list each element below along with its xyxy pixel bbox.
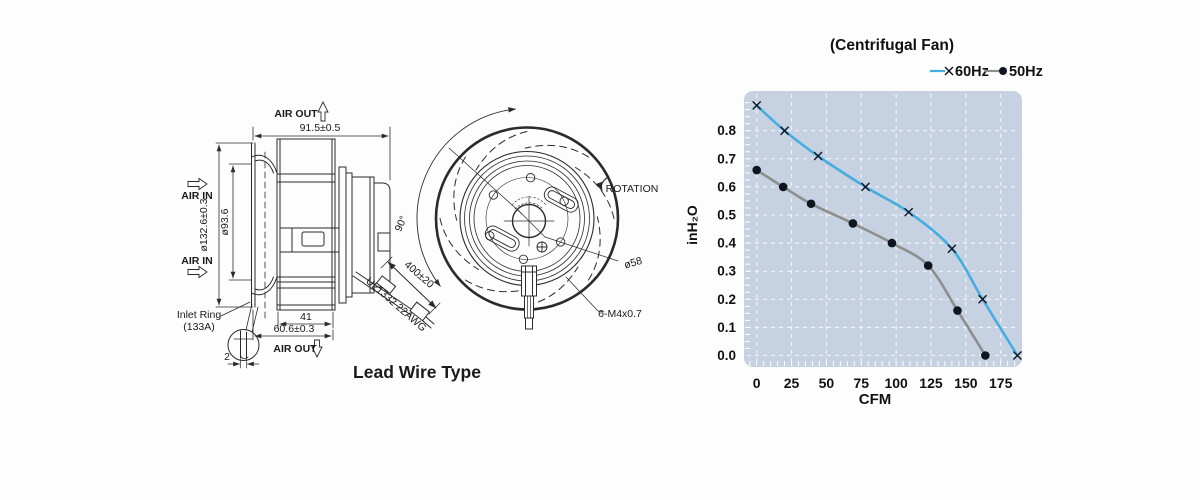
drawing-caption: Lead Wire Type (353, 362, 481, 382)
side-view (187, 100, 441, 369)
chart-marker-60Hz (1012, 351, 1022, 360)
dim-outer-diameter-label: ø132.6±0.3 (198, 198, 210, 251)
legend-marker-50Hz (999, 67, 1007, 75)
dim-housing-depth-label: 60.6±0.3 (274, 323, 315, 335)
mounting-holes (485, 173, 569, 264)
dim-overall-width (252, 126, 391, 181)
wire-length-label: 400±20 (402, 259, 436, 291)
fan-technical-drawing: AIR OUT AIR IN AIR IN AIR OUT 91.5±0.5 ø… (177, 100, 659, 382)
front-view (416, 107, 620, 330)
front-cable (521, 265, 537, 330)
chart-marker-60Hz (860, 182, 870, 192)
rotation-icon (595, 176, 609, 192)
chart-marker-50Hz (923, 261, 933, 270)
performance-chart: (Centrifugal Fan) 60Hz 50Hz 0 25 50 75 100 125… (684, 37, 1043, 408)
chart-title: (Centrifugal Fan) (830, 37, 954, 54)
rotation-angle-label: 90° (393, 214, 410, 233)
chart-y-tick-label: 0.0 (717, 348, 736, 363)
hub-circle-label: ø58 (623, 255, 644, 272)
chart-legend: 60Hz 50Hz (930, 64, 1043, 80)
inlet-ring-label-1: Inlet Ring (177, 309, 222, 321)
chart-marker-50Hz (848, 219, 858, 228)
chart-marker-60Hz (813, 151, 823, 161)
mounting-holes-label: 6-M4x0.7 (598, 308, 642, 320)
lead-wire (352, 256, 441, 329)
chart-x-tick-label: 75 (853, 375, 869, 391)
air-in-lower-arrow (187, 265, 208, 279)
air-out-top-arrow (317, 100, 329, 122)
chart-y-tick-label: 0.8 (717, 123, 736, 138)
plate-slot-upper (543, 186, 579, 213)
air-out-bottom-arrow (311, 339, 323, 359)
plate-slot-lower (484, 225, 520, 252)
chart-marker-60Hz (978, 294, 988, 304)
chart-x-tick-label: 50 (819, 375, 835, 391)
chart-marker-60Hz (904, 207, 914, 217)
air-in-upper-arrow (187, 177, 208, 191)
chart-marker-50Hz (778, 182, 788, 192)
rotation-label: ROTATION (606, 183, 659, 195)
chart-x-tick-label: 25 (784, 375, 800, 391)
chart-y-tick-label: 0.3 (717, 264, 736, 279)
chart-y-tick-label: 0.5 (717, 208, 736, 223)
chart-plot-area: 0 25 50 75 100 125 150 175 0.0 0.1 0.2 0.3 0.4 0.5 0.6… (717, 91, 1022, 391)
chart-y-tick-label: 0.1 (717, 320, 736, 335)
dim-inlet-diameter-label: ø93.6 (219, 208, 231, 235)
chart-marker-50Hz (953, 306, 962, 315)
chart-y-tick-label: 0.7 (717, 151, 736, 166)
dim-outer-diameter (215, 142, 254, 308)
chart-xlabel: CFM (859, 391, 892, 408)
chart-marker-60Hz (752, 100, 762, 110)
dim-ring-thickness-label: 2 (224, 351, 230, 363)
chart-marker-50Hz (887, 238, 897, 248)
dim-motor-depth (277, 311, 334, 329)
air-in-lower-label: AIR IN (181, 255, 213, 267)
dim-overall-width-label: 91.5±0.5 (300, 122, 341, 134)
chart-x-tick-label: 125 (919, 375, 943, 391)
dim-inlet-diameter (228, 163, 252, 281)
dim-housing-depth (252, 309, 334, 341)
chart-y-tick-label: 0.2 (717, 292, 736, 307)
chart-marker-50Hz (806, 199, 816, 209)
chart-marker-50Hz (981, 351, 990, 360)
screw-symbol (536, 241, 548, 253)
chart-y-tick-label: 0.4 (717, 236, 736, 251)
chart-ylabel: inH₂O (684, 205, 700, 245)
air-out-top-label: AIR OUT (274, 108, 318, 120)
rotation-arc (416, 107, 523, 287)
chart-x-tick-label: 100 (884, 375, 908, 391)
legend-label-50Hz: 50Hz (1009, 64, 1043, 80)
air-in-upper-label: AIR IN (181, 190, 213, 202)
chart-marker-60Hz (947, 244, 957, 254)
chart-marker-50Hz (752, 165, 761, 175)
air-out-bottom-label: AIR OUT (273, 343, 317, 355)
legend-marker-60Hz (944, 66, 954, 76)
chart-plot-bg (744, 91, 1022, 367)
legend-label-60Hz: 60Hz (955, 64, 989, 80)
chart-x-tick-label: 175 (989, 375, 1013, 391)
mount-holes-leader (565, 276, 605, 313)
chart-x-tick-label: 0 (753, 375, 761, 391)
inlet-ring-detail (220, 301, 260, 369)
chart-marker-60Hz (780, 126, 790, 136)
hub-dia-leader (544, 236, 619, 262)
dim-motor-depth-label: 41 (300, 311, 312, 323)
chart-x-tick-label: 150 (954, 375, 978, 391)
chart-y-tick-label: 0.6 (717, 179, 736, 194)
inlet-ring-label-2: (133A) (183, 321, 215, 333)
